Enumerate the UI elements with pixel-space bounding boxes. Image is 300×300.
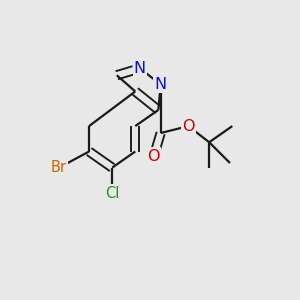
Text: O: O xyxy=(148,148,160,164)
Text: Br: Br xyxy=(51,160,67,175)
Text: N: N xyxy=(134,61,146,76)
Text: O: O xyxy=(182,118,195,134)
Text: N: N xyxy=(154,77,167,92)
Text: Cl: Cl xyxy=(105,186,119,201)
